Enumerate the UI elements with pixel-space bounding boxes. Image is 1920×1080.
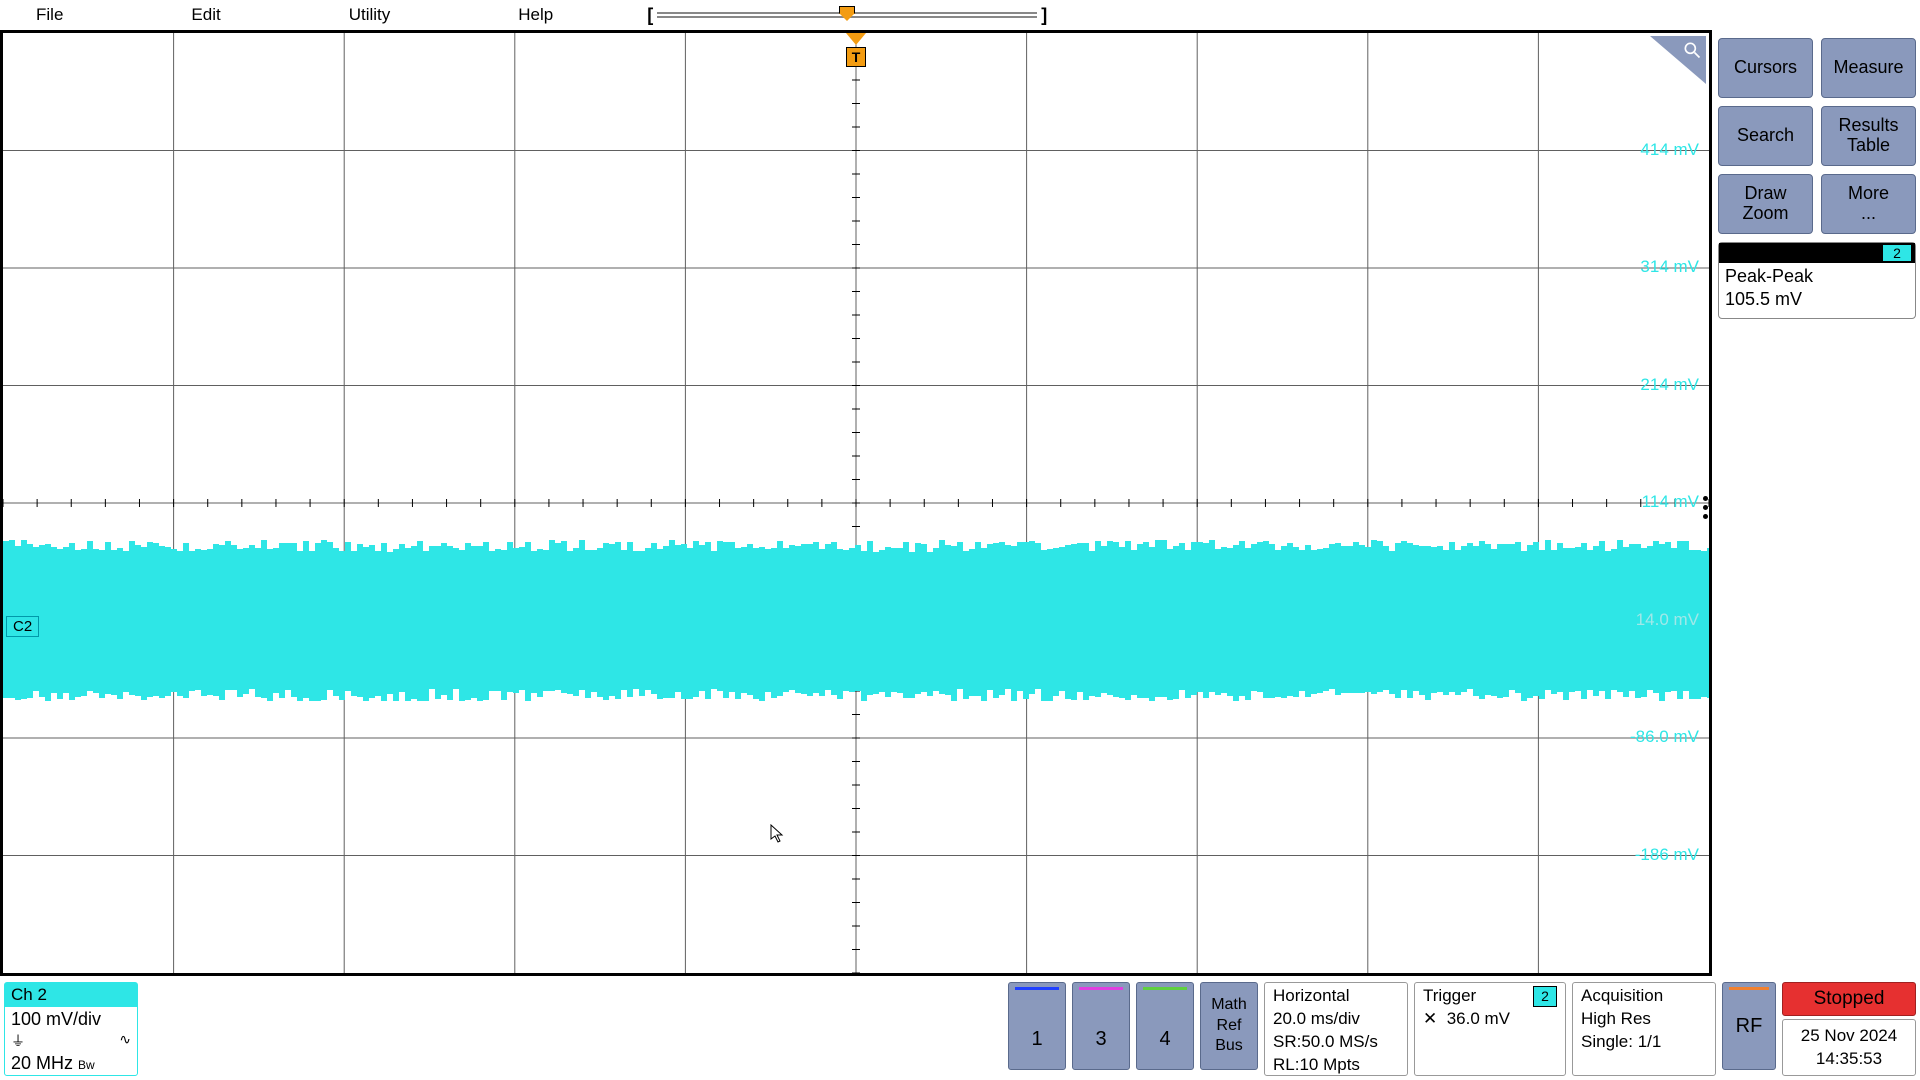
horizontal-panel[interactable]: Horizontal 20.0 ms/div SR:50.0 MS/s RL:1… bbox=[1264, 982, 1408, 1076]
impedance-icon: ∿ bbox=[119, 1031, 131, 1051]
trigger-panel[interactable]: Trigger 2 ✕ 36.0 mV bbox=[1414, 982, 1566, 1076]
channel-bandwidth: 20 MHz bbox=[11, 1053, 73, 1073]
acquisition-single: Single: 1/1 bbox=[1581, 1031, 1707, 1054]
acquisition-title: Acquisition bbox=[1581, 985, 1707, 1008]
axis-label: 114 mV bbox=[1642, 492, 1699, 512]
menu-utility[interactable]: Utility bbox=[325, 1, 415, 29]
measurement-panel[interactable]: 2 Peak-Peak 105.5 mV bbox=[1718, 242, 1916, 319]
time-label: 14:35:53 bbox=[1816, 1048, 1882, 1070]
channel-title: Ch 2 bbox=[5, 983, 137, 1007]
menu-bar: File Edit Utility Help [ ] bbox=[0, 0, 1920, 30]
acquisition-panel[interactable]: Acquisition High Res Single: 1/1 bbox=[1572, 982, 1716, 1076]
menu-file[interactable]: File bbox=[0, 1, 87, 29]
measurement-value: 105.5 mV bbox=[1725, 288, 1909, 311]
channel-3-button[interactable]: 3 bbox=[1072, 982, 1130, 1070]
menu-edit[interactable]: Edit bbox=[167, 1, 244, 29]
scope-grid bbox=[3, 33, 1709, 973]
channel-1-button[interactable]: 1 bbox=[1008, 982, 1066, 1070]
trigger-t-marker[interactable]: T bbox=[846, 33, 866, 67]
more--button[interactable]: More... bbox=[1821, 174, 1916, 234]
coupling-icon: ⏚ bbox=[11, 1031, 25, 1051]
rf-button[interactable]: RF bbox=[1722, 982, 1776, 1070]
acquisition-mode: High Res bbox=[1581, 1008, 1707, 1031]
rf-label: RF bbox=[1736, 1015, 1763, 1038]
datetime-panel[interactable]: 25 Nov 2024 14:35:53 bbox=[1782, 1019, 1916, 1076]
date-label: 25 Nov 2024 bbox=[1801, 1025, 1897, 1047]
axis-label: 314 mV bbox=[1640, 257, 1699, 277]
horizontal-scale: 20.0 ms/div bbox=[1273, 1008, 1399, 1031]
channel-scale: 100 mV/div bbox=[5, 1007, 137, 1031]
bus-label: Bus bbox=[1215, 1036, 1243, 1057]
axis-label: 414 mV bbox=[1640, 140, 1699, 160]
trigger-channel-badge: 2 bbox=[1533, 986, 1557, 1007]
trigger-t-label: T bbox=[846, 47, 866, 67]
bw-suffix: Bw bbox=[78, 1058, 95, 1072]
axis-label: -86.0 mV bbox=[1630, 727, 1699, 747]
run-stop-button[interactable]: Stopped bbox=[1782, 982, 1916, 1016]
magnify-icon bbox=[1682, 40, 1702, 60]
bottom-bar: Ch 2 100 mV/div ⏚ ∿ 20 MHz Bw 134 Math R… bbox=[4, 982, 1916, 1076]
math-label: Math bbox=[1211, 995, 1247, 1016]
status-label: Stopped bbox=[1814, 988, 1885, 1010]
channel-4-button[interactable]: 4 bbox=[1136, 982, 1194, 1070]
waveform-ch2 bbox=[3, 556, 1709, 685]
scope-display[interactable]: 414 mV 314 mV 214 mV 114 mV 14.0 mV -86.0 mV -… bbox=[0, 30, 1712, 976]
mouse-cursor-icon bbox=[770, 824, 786, 849]
trigger-edge-icon: ✕ bbox=[1423, 1009, 1437, 1028]
channel-marker[interactable]: C2 bbox=[6, 614, 51, 638]
ref-label: Ref bbox=[1217, 1016, 1242, 1037]
horizontal-rl: RL:10 Mpts bbox=[1273, 1054, 1399, 1077]
time-scrollbar[interactable]: [ ] bbox=[647, 5, 1047, 26]
trigger-level: 36.0 mV bbox=[1447, 1009, 1510, 1028]
panel-drag-handle[interactable] bbox=[1703, 496, 1708, 519]
trigger-level-arrow[interactable] bbox=[1693, 575, 1709, 595]
cursors-button[interactable]: Cursors bbox=[1718, 38, 1813, 98]
axis-label: -186 mV bbox=[1635, 845, 1699, 865]
search-button[interactable]: Search bbox=[1718, 106, 1813, 166]
channel-info-panel[interactable]: Ch 2 100 mV/div ⏚ ∿ 20 MHz Bw bbox=[4, 982, 138, 1076]
axis-label: 14.0 mV bbox=[1636, 610, 1699, 630]
math-ref-bus-button[interactable]: Math Ref Bus bbox=[1200, 982, 1258, 1070]
measure-button[interactable]: Measure bbox=[1821, 38, 1916, 98]
menu-help[interactable]: Help bbox=[494, 1, 577, 29]
results-table-button[interactable]: ResultsTable bbox=[1821, 106, 1916, 166]
axis-label: 214 mV bbox=[1640, 375, 1699, 395]
measurement-channel-badge: 2 bbox=[1883, 245, 1911, 261]
channel-marker-label: C2 bbox=[6, 616, 39, 637]
right-panel: CursorsMeasureSearchResultsTableDrawZoom… bbox=[1718, 38, 1916, 319]
draw-zoom-button[interactable]: DrawZoom bbox=[1718, 174, 1813, 234]
measurement-name: Peak-Peak bbox=[1725, 265, 1909, 288]
trigger-title: Trigger bbox=[1423, 985, 1476, 1008]
horizontal-title: Horizontal bbox=[1273, 985, 1399, 1008]
horizontal-sr: SR:50.0 MS/s bbox=[1273, 1031, 1399, 1054]
